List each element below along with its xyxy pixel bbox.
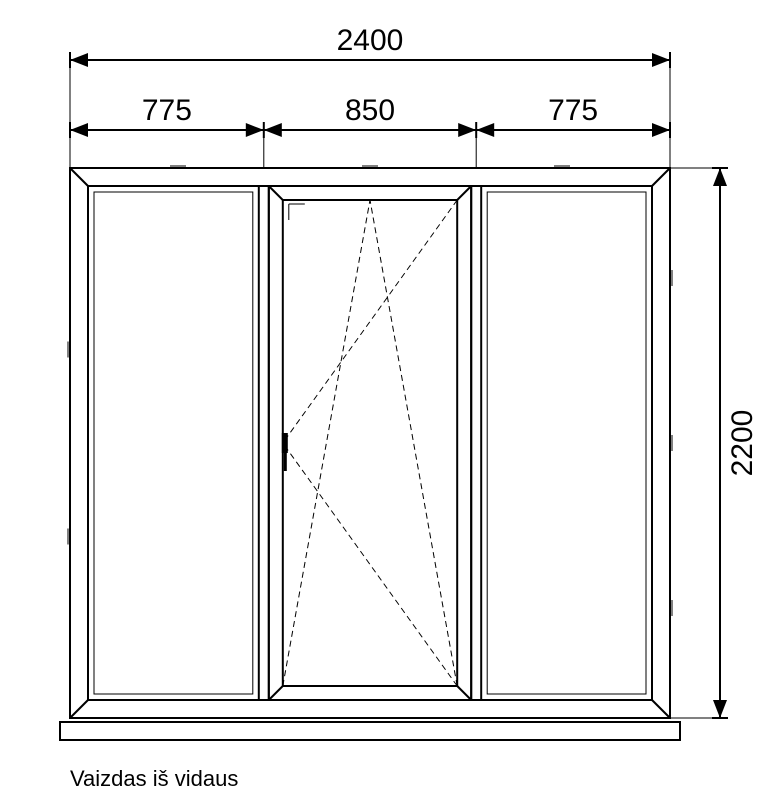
dim-left-panel: 775 bbox=[142, 94, 192, 127]
dim-right-panel: 775 bbox=[548, 94, 598, 127]
dim-total-height: 2200 bbox=[726, 410, 759, 477]
dim-center-panel: 850 bbox=[345, 94, 395, 127]
dim-total-width: 2400 bbox=[337, 24, 404, 57]
caption: Vaizdas iš vidaus bbox=[70, 766, 238, 791]
